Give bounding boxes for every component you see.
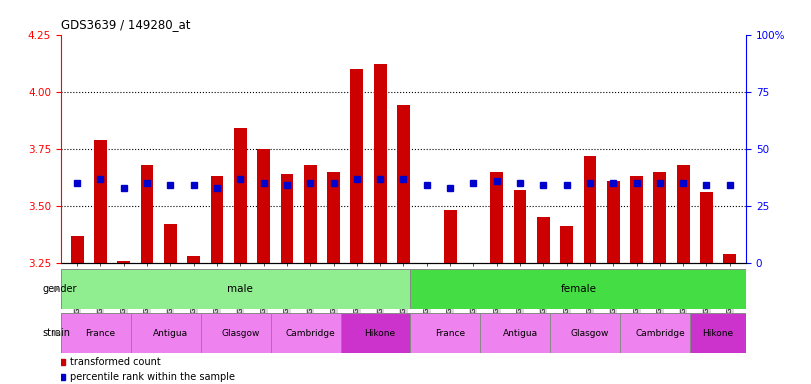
Bar xyxy=(480,313,560,353)
Bar xyxy=(341,313,420,353)
Text: strain: strain xyxy=(42,328,71,338)
Text: France: France xyxy=(85,329,115,338)
Bar xyxy=(200,313,280,353)
Bar xyxy=(350,69,363,263)
Text: male: male xyxy=(227,284,253,294)
Text: Glasgow: Glasgow xyxy=(221,329,260,338)
Bar xyxy=(551,313,629,353)
Bar xyxy=(700,192,713,263)
Bar xyxy=(118,261,131,263)
Text: female: female xyxy=(560,284,596,294)
Text: Antigua: Antigua xyxy=(152,329,188,338)
Bar xyxy=(187,256,200,263)
Text: Hikone: Hikone xyxy=(365,329,396,338)
Bar xyxy=(723,254,736,263)
Text: GDS3639 / 149280_at: GDS3639 / 149280_at xyxy=(61,18,191,31)
Bar xyxy=(257,149,270,263)
Bar xyxy=(327,172,340,263)
Bar xyxy=(271,313,350,353)
Bar xyxy=(584,156,596,263)
Bar xyxy=(491,172,503,263)
Bar xyxy=(630,176,643,263)
Text: transformed count: transformed count xyxy=(70,358,161,367)
Bar xyxy=(654,172,667,263)
Bar xyxy=(94,140,107,263)
Bar xyxy=(537,217,550,263)
Bar xyxy=(211,176,223,263)
Text: Glasgow: Glasgow xyxy=(571,329,609,338)
Text: Cambridge: Cambridge xyxy=(635,329,684,338)
Bar xyxy=(304,165,316,263)
Bar xyxy=(607,181,620,263)
Bar xyxy=(410,313,490,353)
Bar xyxy=(164,224,177,263)
Text: Hikone: Hikone xyxy=(702,329,734,338)
Bar xyxy=(690,313,746,353)
Bar xyxy=(140,165,153,263)
Bar xyxy=(397,105,410,263)
Bar xyxy=(560,227,573,263)
Bar xyxy=(281,174,294,263)
Bar xyxy=(131,313,210,353)
Text: gender: gender xyxy=(42,284,77,294)
Text: Antigua: Antigua xyxy=(503,329,538,338)
Bar xyxy=(444,210,457,263)
Bar xyxy=(420,263,433,270)
Text: Cambridge: Cambridge xyxy=(285,329,335,338)
Bar xyxy=(410,269,746,309)
Text: percentile rank within the sample: percentile rank within the sample xyxy=(70,372,235,382)
Bar xyxy=(513,190,526,263)
Bar xyxy=(620,313,700,353)
Bar xyxy=(374,64,387,263)
Bar xyxy=(676,165,689,263)
Bar xyxy=(61,313,140,353)
Bar xyxy=(61,269,420,309)
Bar xyxy=(71,236,84,263)
Text: France: France xyxy=(435,329,466,338)
Bar xyxy=(234,128,247,263)
